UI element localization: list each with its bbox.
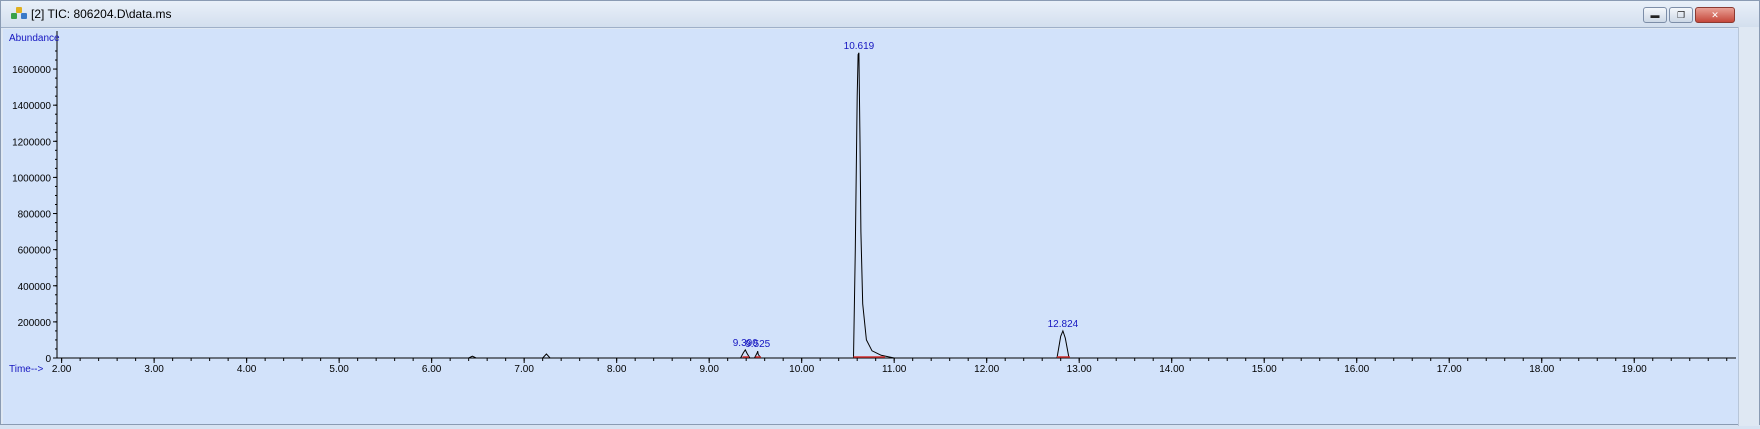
y-tick-label: 1000000: [12, 173, 51, 184]
x-tick-label: 12.00: [974, 364, 999, 375]
y-tick-label: 1400000: [12, 101, 51, 112]
x-tick-label: 18.00: [1529, 364, 1554, 375]
title-bar[interactable]: [2] TIC: 806204.D\data.ms ▬ ❐ ✕: [1, 1, 1759, 28]
tic-trace: [57, 52, 1736, 359]
y-tick-label: 1600000: [12, 65, 51, 76]
x-tick-label: 11.00: [882, 364, 907, 375]
y-tick-label: 200000: [18, 318, 52, 329]
x-tick-label: 13.00: [1067, 364, 1092, 375]
window-controls: ▬ ❐ ✕: [1643, 7, 1735, 23]
x-axis-title: Time-->: [9, 364, 44, 375]
close-button[interactable]: ✕: [1695, 7, 1735, 23]
x-tick-label: 7.00: [514, 364, 534, 375]
x-tick-label: 3.00: [144, 364, 164, 375]
minimize-button[interactable]: ▬: [1643, 7, 1667, 23]
y-tick-label: 400000: [18, 282, 52, 293]
x-tick-label: 14.00: [1159, 364, 1184, 375]
x-tick-label: 2.00: [52, 364, 72, 375]
x-tick-label: 15.00: [1252, 364, 1277, 375]
x-tick-label: 16.00: [1344, 364, 1369, 375]
x-tick-label: 10.00: [789, 364, 814, 375]
close-icon: ✕: [1711, 9, 1719, 20]
minimize-icon: ▬: [1650, 10, 1660, 20]
x-tick-label: 9.00: [699, 364, 719, 375]
peak-label: 9.390: [733, 338, 758, 349]
peak-label: 10.619: [844, 41, 875, 52]
restore-icon: ❐: [1676, 9, 1686, 20]
y-tick-label: 800000: [18, 210, 52, 221]
y-tick-label: 1200000: [12, 137, 51, 148]
y-tick-label: 600000: [18, 246, 52, 257]
x-tick-label: 17.00: [1437, 364, 1462, 375]
y-axis-title: Abundance: [9, 33, 60, 44]
x-tick-label: 19.00: [1622, 364, 1647, 375]
right-frame: [1738, 27, 1759, 426]
x-tick-label: 8.00: [607, 364, 627, 375]
app-icon: [11, 7, 27, 21]
plot-area[interactable]: 0 200000 400000 600000 800000 1000000 1200000 1…: [3, 29, 1738, 424]
x-tick-label: 4.00: [237, 364, 257, 375]
x-tick-label: 6.00: [422, 364, 442, 375]
y-tick-label: 0: [45, 354, 51, 365]
restore-button[interactable]: ❐: [1669, 7, 1693, 23]
peak-label: 12.824: [1048, 319, 1079, 330]
peak-label: 9.525: [745, 339, 770, 350]
window-title: [2] TIC: 806204.D\data.ms: [31, 7, 172, 21]
x-tick-label: 5.00: [329, 364, 349, 375]
chromatogram-chart[interactable]: 0 200000 400000 600000 800000 1000000 1200000 1…: [3, 29, 1738, 424]
